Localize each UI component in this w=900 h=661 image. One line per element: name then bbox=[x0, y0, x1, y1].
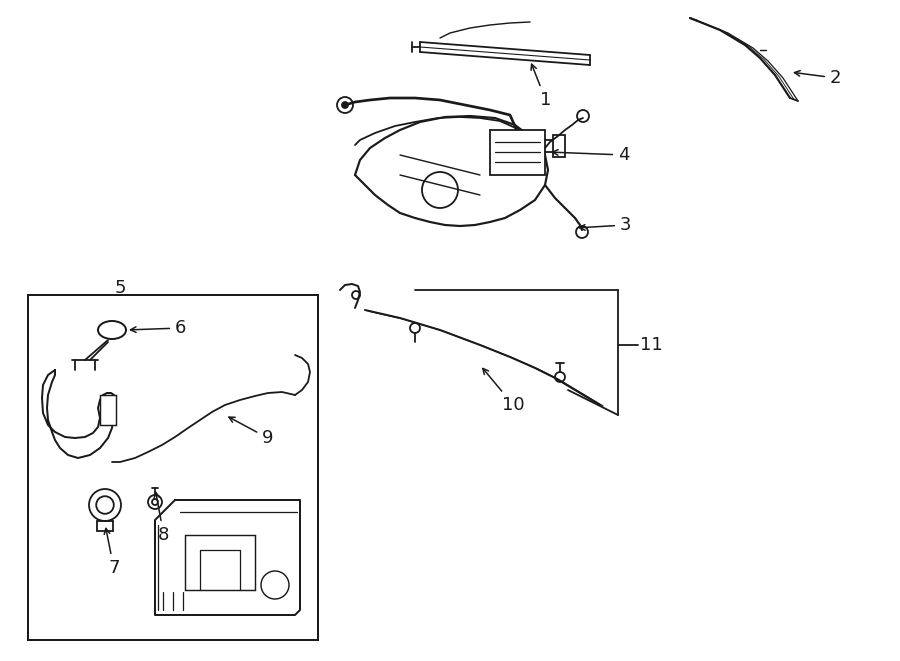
Text: 7: 7 bbox=[104, 528, 120, 577]
Circle shape bbox=[342, 102, 348, 108]
Bar bbox=[553, 135, 565, 157]
Text: 11: 11 bbox=[640, 336, 662, 354]
Text: 3: 3 bbox=[580, 216, 632, 234]
Text: 9: 9 bbox=[229, 417, 274, 447]
Text: 5: 5 bbox=[115, 279, 127, 297]
Ellipse shape bbox=[98, 321, 126, 339]
Text: 6: 6 bbox=[130, 319, 186, 337]
Text: 2: 2 bbox=[795, 69, 842, 87]
Bar bbox=[185, 535, 255, 590]
Text: 1: 1 bbox=[531, 64, 552, 109]
Bar bbox=[28, 295, 318, 640]
Text: 10: 10 bbox=[483, 368, 525, 414]
Text: 4: 4 bbox=[553, 146, 629, 164]
Text: 8: 8 bbox=[154, 492, 169, 544]
Bar bbox=[100, 395, 116, 425]
Bar bbox=[490, 130, 545, 175]
